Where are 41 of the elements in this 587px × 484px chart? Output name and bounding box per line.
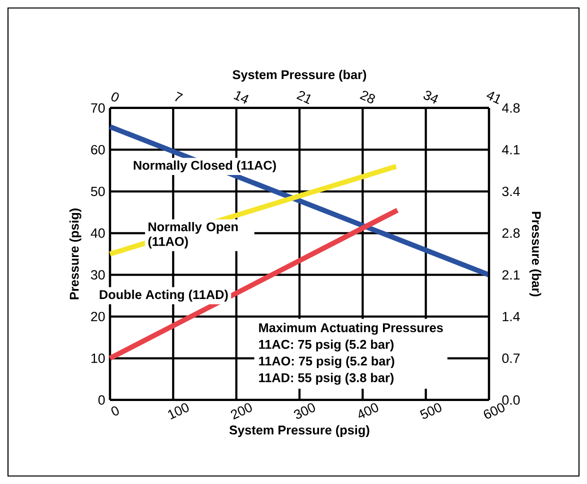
y2-tick-label: 2.8 xyxy=(502,228,520,238)
x2-tick-label: 7 xyxy=(175,92,183,102)
series-label: Double Acting (11AD) xyxy=(100,290,228,302)
y-tick-label: 0 xyxy=(98,395,105,405)
y-tick-label: 10 xyxy=(91,354,105,363)
y2-tick-label: 4.1 xyxy=(502,145,520,154)
x-tick-label: 300 xyxy=(294,403,316,419)
annotation: 11AC: 75 psig (5.2 bar) xyxy=(259,340,394,352)
x-tick-label: 200 xyxy=(230,403,252,420)
y2-tick-label: 4.8 xyxy=(502,103,520,113)
annotation: Maximum Actuating Pressures xyxy=(259,322,443,335)
y-tick-label: 40 xyxy=(90,228,105,238)
x-tick-label: 0 xyxy=(111,406,119,416)
x-tick-label: 100 xyxy=(168,403,189,420)
x2-tick-label: 0 xyxy=(111,92,119,102)
x-tick-label: 500 xyxy=(420,403,442,419)
x2-tick-label: 21 xyxy=(296,90,311,104)
x-axis-title: System Pressure (psig) xyxy=(229,425,370,438)
series-label: Normally Open (11AO) xyxy=(148,222,238,248)
y2-tick-label: 3.4 xyxy=(502,186,520,196)
y2-tick-label: 1.4 xyxy=(502,312,520,322)
x-tick-label: 600 xyxy=(484,403,505,419)
y2-tick-label: 2.1 xyxy=(502,270,520,280)
y-tick-label: 20 xyxy=(91,312,105,322)
y2-tick-label: 0.7 xyxy=(502,354,520,363)
y-tick-label: 70 xyxy=(91,103,105,113)
x2-tick-label: 41 xyxy=(486,92,500,104)
annotation: 11AD: 55 psig (3.8 bar) xyxy=(259,372,394,385)
y-tick-label: 30 xyxy=(90,270,105,280)
x-tick-label: 400 xyxy=(358,403,378,418)
annotation: 11AO: 75 psig (5.2 bar) xyxy=(259,356,394,368)
x2-tick-label: 28 xyxy=(360,90,375,104)
x2-tick-label: 14 xyxy=(234,91,249,104)
y2-tick-label: 0.0 xyxy=(502,395,520,405)
series-label: Normally Closed (11AC) xyxy=(134,160,276,172)
y-axis-title: Pressure (psig) xyxy=(69,208,82,300)
x2-axis-title: System Pressure (bar) xyxy=(232,70,366,82)
y2-axis-title: Pressure (bar) xyxy=(529,212,542,296)
y-tick-label: 50 xyxy=(91,186,105,196)
x2-tick-label: 34 xyxy=(424,90,438,104)
y-tick-label: 60 xyxy=(91,144,105,154)
